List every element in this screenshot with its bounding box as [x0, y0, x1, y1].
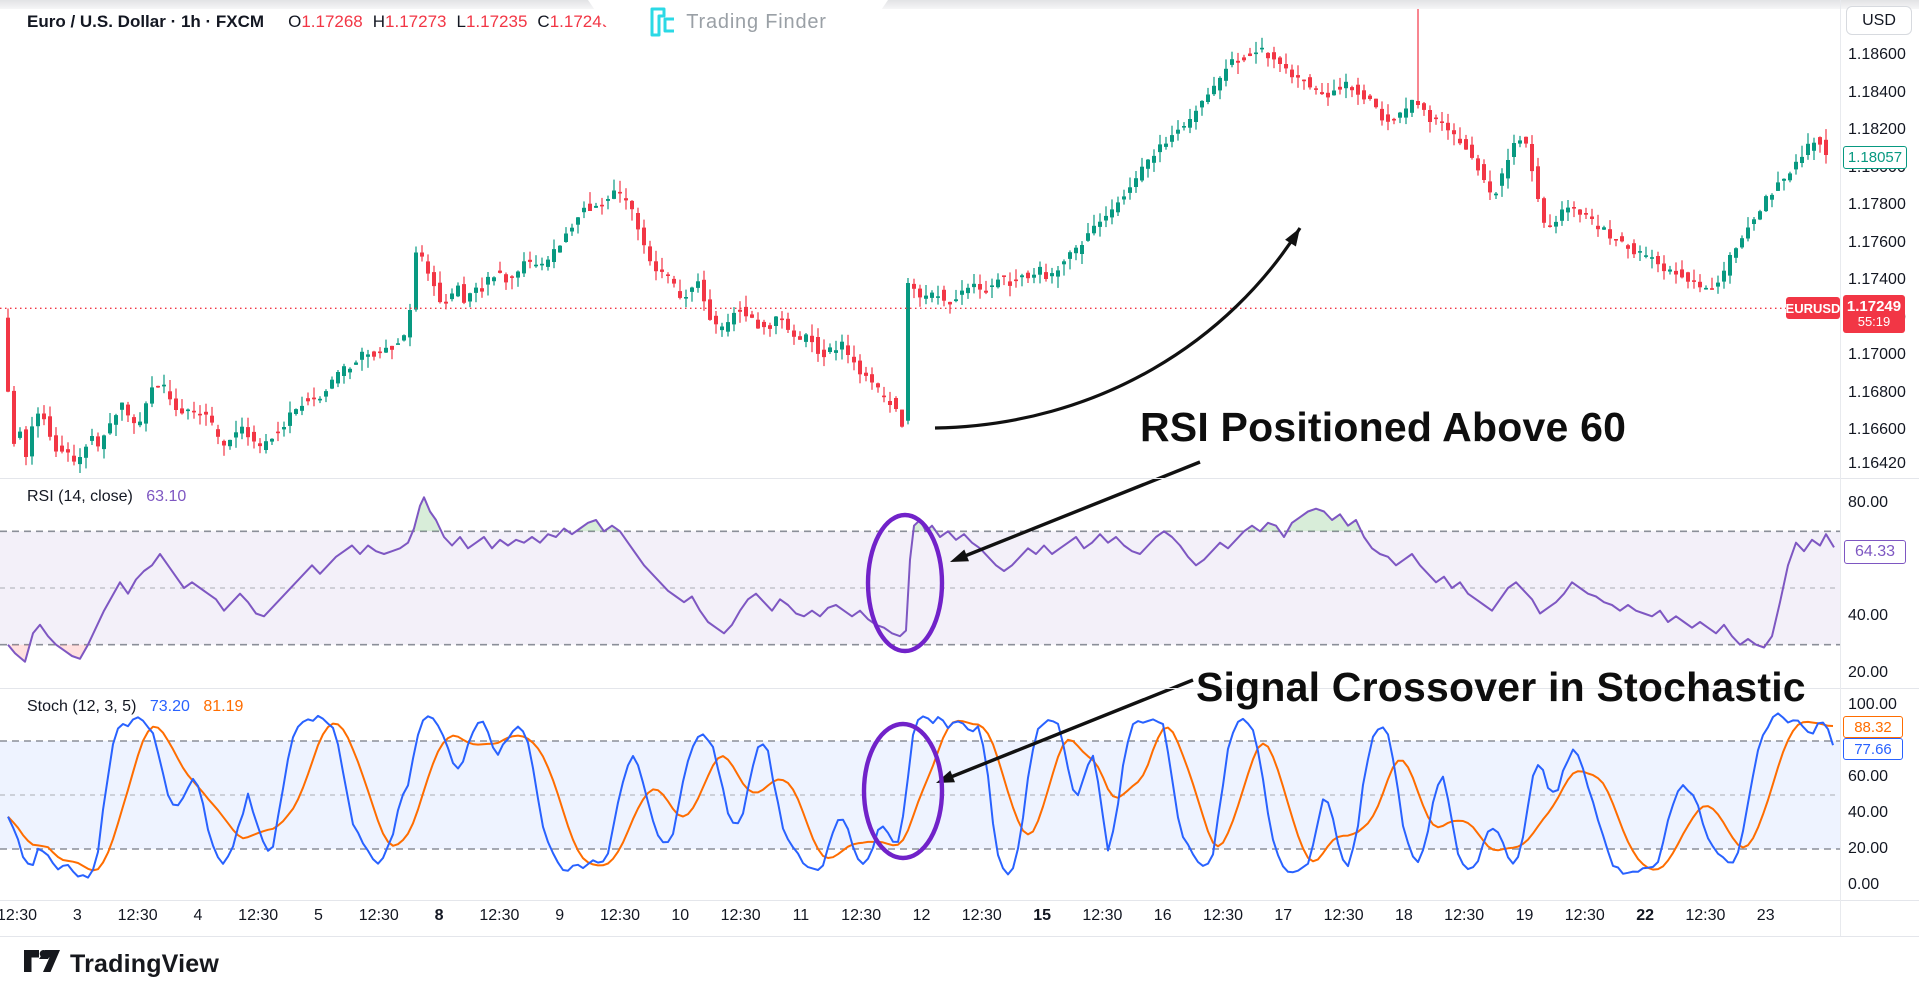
rsi-line-series [7, 496, 1835, 663]
rsi-axis-label: 80.00 [1848, 494, 1889, 511]
ohlc-open-key: O [288, 12, 302, 31]
time-axis-label: 12:30 [1444, 907, 1485, 924]
pane-separator-stoch[interactable] [0, 688, 1919, 689]
ohlc-low-value: 1.17235 [465, 12, 528, 31]
ohlc-high-key: H [372, 12, 386, 31]
time-axis-label: 12:30 [1202, 907, 1244, 924]
stoch-legend[interactable]: Stoch (12, 3, 5) 73.20 81.19 [27, 698, 243, 716]
time-axis-label: 19 [1515, 907, 1534, 924]
time-axis-label: 12 [912, 907, 931, 924]
price-axis-label: 1.18200 [1848, 121, 1906, 138]
time-axis-label: 3 [72, 907, 82, 924]
trading-finder-banner: Trading Finder [588, 0, 888, 44]
rsi-value-badge: 64.33 [1844, 540, 1906, 564]
time-axis-label: 12:30 [479, 907, 520, 924]
candlestick-series [6, 2, 1828, 473]
stoch-axis-label: 20.00 [1848, 840, 1889, 857]
stochastic-line-series [7, 712, 1834, 879]
price-axis-label: 1.16420 [1848, 454, 1906, 472]
time-axis-label: 15 [1033, 907, 1051, 924]
time-axis-label: 16 [1153, 907, 1172, 924]
time-axis-label: 22 [1636, 907, 1654, 924]
stoch-k-badge: 77.66 [1843, 738, 1903, 760]
time-axis-label: 12:30 [720, 907, 761, 924]
bar-countdown: 55:19 [1857, 314, 1891, 330]
price-line-price: 1.17249 [1846, 297, 1902, 315]
tradingview-wordmark: TradingView [70, 950, 220, 978]
pane-separator-rsi[interactable] [0, 478, 1919, 479]
price-line-symbol-badge: EURUSD [1786, 297, 1840, 319]
rsi-legend-name[interactable]: RSI (14, close) [27, 488, 133, 505]
window-top-strip [0, 0, 1919, 9]
stoch-axis-label: 40.00 [1848, 804, 1889, 821]
price-axis-label: 1.17800 [1848, 196, 1906, 213]
ohlc-high-value: 1.17273 [385, 12, 447, 31]
time-axis-label: 12:30 [0, 907, 38, 924]
stoch-axis-label: 0.00 [1848, 876, 1880, 893]
time-axis-label: 10 [671, 907, 690, 924]
time-axis-separator [0, 900, 1919, 901]
trading-finder-logo-icon [649, 7, 677, 37]
time-axis-label: 12:30 [961, 907, 1002, 924]
price-axis-label: 1.17000 [1848, 346, 1906, 363]
stoch-axis-label: 60.00 [1848, 768, 1889, 785]
footer-separator [0, 936, 1919, 937]
time-axis-label: 23 [1756, 907, 1775, 924]
price-axis-separator [1840, 0, 1841, 936]
stoch-annotation-text[interactable]: Signal Crossover in Stochastic [1196, 664, 1806, 710]
time-axis-label: 12:30 [1323, 907, 1364, 924]
time-axis-label: 18 [1394, 907, 1413, 924]
price-axis-label: 1.16600 [1848, 421, 1906, 438]
ohlc-close-key: C [537, 12, 550, 31]
rsi-axis-label: 40.00 [1848, 607, 1889, 625]
time-axis-label: 12:30 [1685, 907, 1726, 924]
price-axis-label: 1.17400 [1848, 271, 1906, 288]
stoch-axis-label: 100.00 [1848, 696, 1897, 713]
time-axis-label: 12:30 [599, 907, 641, 924]
tradingview-logo[interactable]: TradingView [24, 950, 219, 979]
time-axis-label: 5 [314, 907, 323, 924]
ohlc-open-value: 1.17268 [301, 12, 363, 31]
tradingview-logo-icon [24, 950, 60, 972]
time-axis-label: 11 [792, 907, 810, 924]
ohlc-close-value: 1.17249 [549, 12, 612, 31]
rsi-axis-label: 20.00 [1848, 664, 1889, 681]
time-axis-label: 12:30 [358, 907, 399, 924]
price-axis-label: 1.17600 [1848, 233, 1906, 251]
time-axis-label: 12:30 [841, 907, 882, 924]
stoch-d-badge: 88.32 [1843, 716, 1903, 738]
time-axis-label: 17 [1274, 907, 1293, 924]
time-axis-label: 12:30 [1082, 907, 1123, 924]
rsi-legend[interactable]: RSI (14, close) 63.10 [27, 488, 186, 506]
rsi-annotation-text[interactable]: RSI Positioned Above 60 [1140, 404, 1627, 450]
currency-button[interactable]: USD [1846, 6, 1912, 35]
time-axis-label: 12:30 [1564, 907, 1605, 924]
annotation-drawings[interactable] [861, 227, 1302, 861]
price-axis-label: 1.18600 [1848, 46, 1906, 63]
ohlc-low-key: L [456, 12, 466, 31]
time-axis-label: 8 [434, 907, 444, 924]
price-axis-label: 1.16800 [1848, 383, 1906, 401]
rsi-legend-value: 63.10 [146, 488, 187, 505]
time-axis-label: 12:30 [238, 907, 279, 924]
stoch-legend-k-value: 73.20 [149, 698, 190, 715]
stoch-legend-d-value: 81.19 [203, 698, 244, 715]
price-line-value-badge: 1.17249 55:19 [1843, 295, 1905, 333]
trading-finder-wordmark: Trading Finder [686, 10, 827, 33]
stoch-legend-name[interactable]: Stoch (12, 3, 5) [27, 698, 137, 715]
time-axis-label: 9 [555, 907, 565, 924]
time-axis-label: 12:30 [117, 907, 158, 924]
last-price-badge: 1.18057 [1843, 146, 1907, 169]
price-axis-label: 1.18400 [1848, 83, 1906, 101]
time-axis-label: 4 [193, 907, 203, 924]
symbol-title[interactable]: Euro / U.S. Dollar · 1h · FXCM [27, 12, 265, 31]
